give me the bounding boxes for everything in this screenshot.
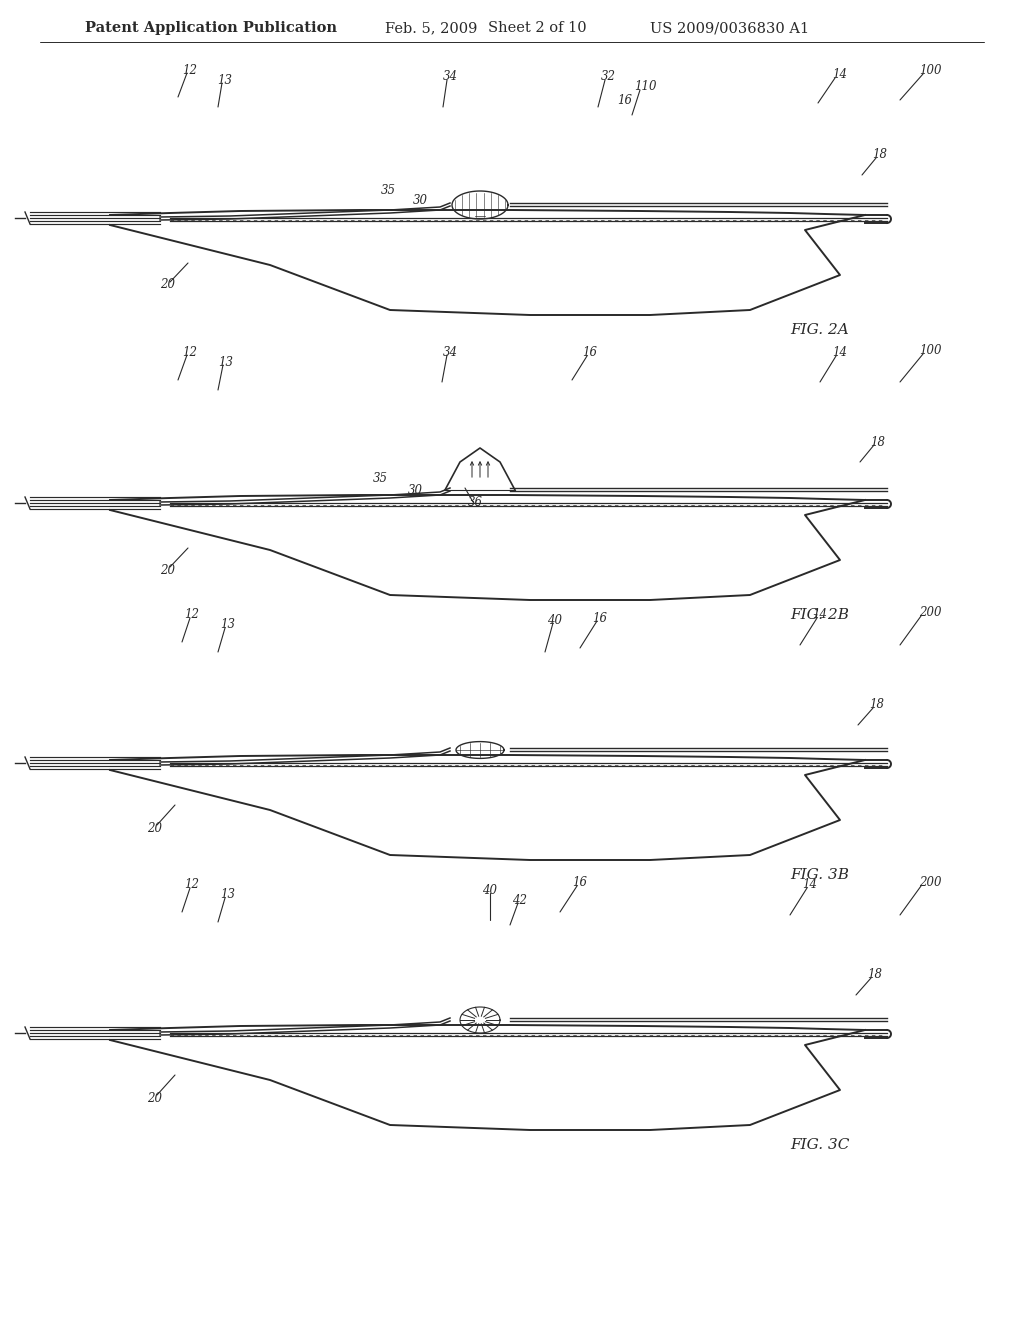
Text: 20: 20 <box>161 279 175 292</box>
Text: Sheet 2 of 10: Sheet 2 of 10 <box>488 21 587 36</box>
Text: 100: 100 <box>919 343 941 356</box>
Text: 35: 35 <box>373 471 387 484</box>
Text: 20: 20 <box>147 821 163 834</box>
Text: FIG. 2A: FIG. 2A <box>790 323 849 337</box>
Text: Feb. 5, 2009: Feb. 5, 2009 <box>385 21 477 36</box>
Text: 18: 18 <box>867 969 883 982</box>
Text: 30: 30 <box>408 483 423 496</box>
Text: 13: 13 <box>218 355 233 368</box>
Text: US 2009/0036830 A1: US 2009/0036830 A1 <box>650 21 809 36</box>
Text: 16: 16 <box>572 875 588 888</box>
Text: 200: 200 <box>919 875 941 888</box>
Text: 36: 36 <box>468 495 482 508</box>
Text: 14: 14 <box>803 879 817 891</box>
Text: 18: 18 <box>869 698 885 711</box>
Text: 18: 18 <box>870 436 886 449</box>
Text: 16: 16 <box>593 611 607 624</box>
Text: 40: 40 <box>548 614 562 627</box>
Text: 18: 18 <box>872 149 888 161</box>
Text: FIG. 3B: FIG. 3B <box>790 869 849 882</box>
Text: 13: 13 <box>220 619 236 631</box>
Text: 16: 16 <box>583 346 597 359</box>
Text: 12: 12 <box>184 879 200 891</box>
Text: 16: 16 <box>617 94 633 107</box>
Text: 13: 13 <box>220 888 236 902</box>
Text: FIG. 2B: FIG. 2B <box>790 609 849 622</box>
Text: 110: 110 <box>634 81 656 94</box>
Text: 14: 14 <box>812 609 827 622</box>
Text: 42: 42 <box>512 894 527 907</box>
Text: Patent Application Publication: Patent Application Publication <box>85 21 337 36</box>
Text: FIG. 3C: FIG. 3C <box>790 1138 849 1152</box>
Text: 200: 200 <box>919 606 941 619</box>
Text: 34: 34 <box>442 70 458 83</box>
Text: 35: 35 <box>381 183 395 197</box>
Text: 32: 32 <box>600 70 615 83</box>
Text: 14: 14 <box>833 69 848 82</box>
Text: 13: 13 <box>217 74 232 87</box>
Text: 12: 12 <box>182 63 198 77</box>
Text: 100: 100 <box>919 63 941 77</box>
Text: 20: 20 <box>161 564 175 577</box>
Text: 40: 40 <box>482 883 498 896</box>
Text: 12: 12 <box>182 346 198 359</box>
Text: 20: 20 <box>147 1092 163 1105</box>
Text: 12: 12 <box>184 609 200 622</box>
Text: 14: 14 <box>833 346 848 359</box>
Text: 34: 34 <box>442 346 458 359</box>
Text: 30: 30 <box>413 194 427 207</box>
